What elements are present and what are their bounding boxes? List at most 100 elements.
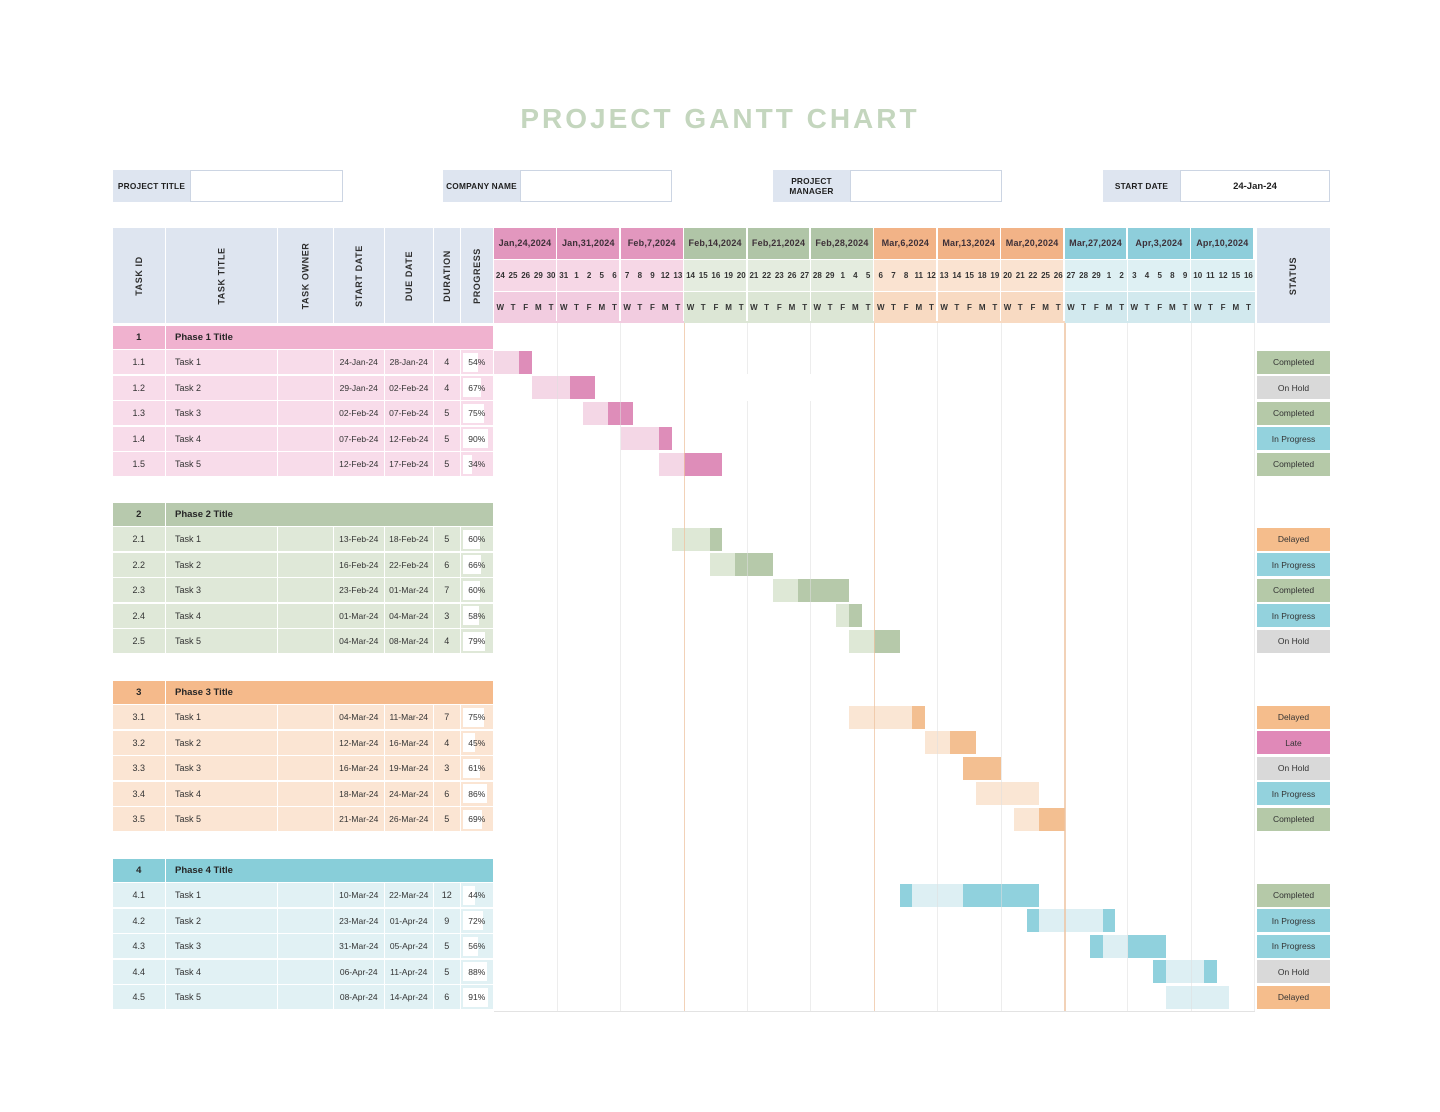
progress-cell[interactable]: 90% (461, 426, 493, 451)
progress-cell[interactable]: 75% (461, 401, 493, 425)
status-badge[interactable]: On Hold (1257, 960, 1330, 983)
task-id-cell[interactable]: 4.5 (113, 985, 165, 1009)
task-owner-cell[interactable] (278, 807, 333, 831)
duration-cell[interactable]: 3 (434, 603, 460, 628)
status-badge[interactable]: Completed (1257, 350, 1330, 374)
duration-cell[interactable]: 5 (434, 426, 460, 451)
duration-cell[interactable]: 5 (434, 401, 460, 425)
due-date-cell[interactable]: 22-Feb-24 (385, 552, 433, 577)
project-manager-input[interactable] (850, 170, 1002, 202)
start-date-cell[interactable]: 13-Feb-24 (334, 527, 384, 551)
progress-cell[interactable]: 60% (461, 527, 493, 551)
task-owner-cell[interactable] (278, 452, 333, 476)
task-id-cell[interactable]: 4.3 (113, 934, 165, 958)
due-date-cell[interactable]: 22-Mar-24 (385, 883, 433, 907)
duration-cell[interactable]: 5 (434, 452, 460, 476)
start-date-cell[interactable]: 31-Mar-24 (334, 934, 384, 958)
duration-cell[interactable]: 5 (434, 527, 460, 551)
progress-cell[interactable]: 56% (461, 934, 493, 958)
phase-title-cell[interactable]: Phase 1 Title (166, 325, 493, 349)
task-title-cell[interactable]: Task 4 (166, 426, 277, 451)
task-id-cell[interactable]: 1.1 (113, 350, 165, 374)
task-owner-cell[interactable] (278, 730, 333, 755)
progress-cell[interactable]: 54% (461, 350, 493, 374)
progress-cell[interactable]: 66% (461, 552, 493, 577)
duration-cell[interactable]: 7 (434, 705, 460, 729)
due-date-cell[interactable]: 19-Mar-24 (385, 756, 433, 780)
due-date-cell[interactable]: 26-Mar-24 (385, 807, 433, 831)
task-owner-cell[interactable] (278, 603, 333, 628)
task-title-cell[interactable]: Task 4 (166, 959, 277, 984)
task-title-cell[interactable]: Task 4 (166, 781, 277, 806)
status-badge[interactable]: In Progress (1257, 909, 1330, 932)
status-badge[interactable]: Completed (1257, 452, 1330, 476)
status-badge[interactable]: In Progress (1257, 604, 1330, 627)
due-date-cell[interactable]: 17-Feb-24 (385, 452, 433, 476)
progress-cell[interactable]: 79% (461, 629, 493, 653)
task-owner-cell[interactable] (278, 629, 333, 653)
task-title-cell[interactable]: Task 5 (166, 452, 277, 476)
status-badge[interactable]: Delayed (1257, 527, 1330, 551)
start-date-cell[interactable]: 08-Apr-24 (334, 985, 384, 1009)
progress-cell[interactable]: 44% (461, 883, 493, 907)
task-title-cell[interactable]: Task 1 (166, 527, 277, 551)
start-date-cell[interactable]: 23-Feb-24 (334, 578, 384, 602)
task-title-cell[interactable]: Task 3 (166, 934, 277, 958)
progress-cell[interactable]: 75% (461, 705, 493, 729)
duration-cell[interactable]: 5 (434, 934, 460, 958)
progress-cell[interactable]: 45% (461, 730, 493, 755)
task-id-cell[interactable]: 2.5 (113, 629, 165, 653)
duration-cell[interactable]: 7 (434, 578, 460, 602)
duration-cell[interactable]: 6 (434, 552, 460, 577)
start-date-cell[interactable]: 07-Feb-24 (334, 426, 384, 451)
start-date-cell[interactable]: 21-Mar-24 (334, 807, 384, 831)
start-date-cell[interactable]: 16-Mar-24 (334, 756, 384, 780)
phase-id-cell[interactable]: 3 (113, 680, 165, 704)
status-badge[interactable]: In Progress (1257, 782, 1330, 805)
due-date-cell[interactable]: 16-Mar-24 (385, 730, 433, 755)
start-date-cell[interactable]: 12-Mar-24 (334, 730, 384, 755)
phase-id-cell[interactable]: 4 (113, 858, 165, 882)
duration-cell[interactable]: 6 (434, 985, 460, 1009)
status-badge[interactable]: On Hold (1257, 629, 1330, 653)
due-date-cell[interactable]: 08-Mar-24 (385, 629, 433, 653)
task-title-cell[interactable]: Task 5 (166, 629, 277, 653)
progress-cell[interactable]: 88% (461, 959, 493, 984)
status-badge[interactable]: Delayed (1257, 985, 1330, 1009)
status-badge[interactable]: Completed (1257, 883, 1330, 907)
duration-cell[interactable]: 9 (434, 908, 460, 933)
start-date-cell[interactable]: 16-Feb-24 (334, 552, 384, 577)
task-title-cell[interactable]: Task 3 (166, 756, 277, 780)
status-badge[interactable]: On Hold (1257, 756, 1330, 780)
due-date-cell[interactable]: 05-Apr-24 (385, 934, 433, 958)
task-id-cell[interactable]: 1.4 (113, 426, 165, 451)
due-date-cell[interactable]: 04-Mar-24 (385, 603, 433, 628)
start-date-cell[interactable]: 18-Mar-24 (334, 781, 384, 806)
phase-id-cell[interactable]: 1 (113, 325, 165, 349)
task-title-cell[interactable]: Task 1 (166, 350, 277, 374)
task-owner-cell[interactable] (278, 756, 333, 780)
task-title-cell[interactable]: Task 2 (166, 552, 277, 577)
task-id-cell[interactable]: 4.2 (113, 908, 165, 933)
task-id-cell[interactable]: 2.3 (113, 578, 165, 602)
task-owner-cell[interactable] (278, 908, 333, 933)
phase-title-cell[interactable]: Phase 3 Title (166, 680, 493, 704)
start-date-cell[interactable]: 01-Mar-24 (334, 603, 384, 628)
status-badge[interactable]: On Hold (1257, 376, 1330, 399)
company-name-input[interactable] (520, 170, 672, 202)
task-id-cell[interactable]: 3.3 (113, 756, 165, 780)
task-title-cell[interactable]: Task 5 (166, 807, 277, 831)
due-date-cell[interactable]: 02-Feb-24 (385, 375, 433, 400)
task-owner-cell[interactable] (278, 527, 333, 551)
task-owner-cell[interactable] (278, 705, 333, 729)
duration-cell[interactable]: 5 (434, 959, 460, 984)
task-id-cell[interactable]: 3.5 (113, 807, 165, 831)
start-date-cell[interactable]: 24-Jan-24 (334, 350, 384, 374)
status-badge[interactable]: Late (1257, 731, 1330, 754)
progress-cell[interactable]: 60% (461, 578, 493, 602)
task-title-cell[interactable]: Task 3 (166, 401, 277, 425)
start-date-cell[interactable]: 23-Mar-24 (334, 908, 384, 933)
progress-cell[interactable]: 69% (461, 807, 493, 831)
project-title-input[interactable] (190, 170, 343, 202)
task-owner-cell[interactable] (278, 350, 333, 374)
